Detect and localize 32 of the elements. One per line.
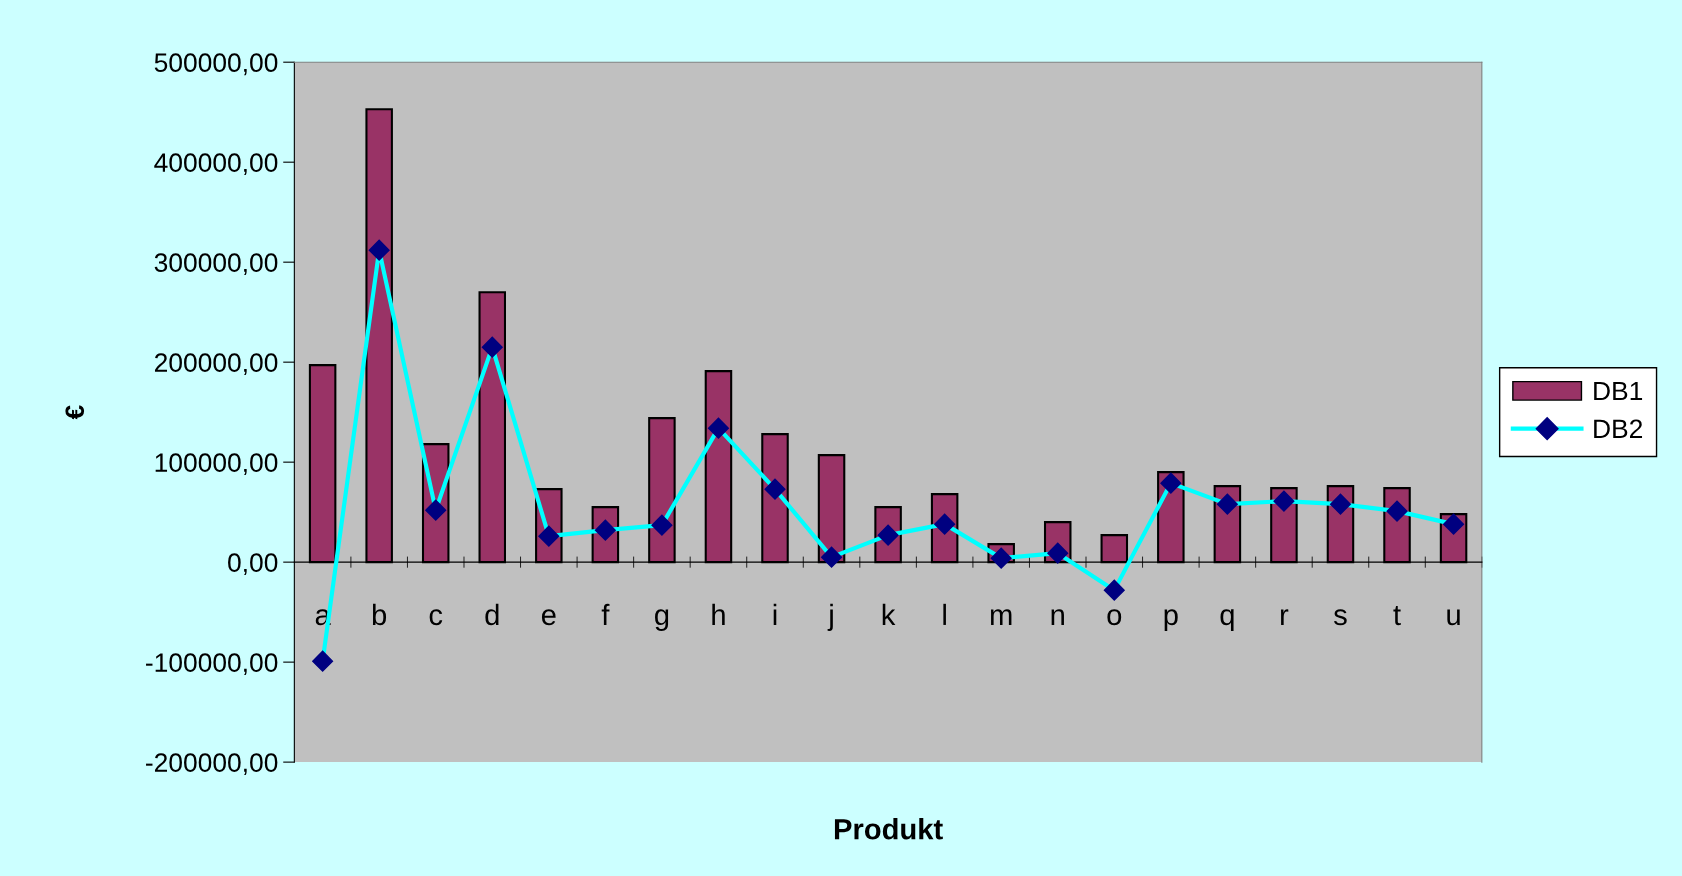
- x-tick-label: n: [1051, 609, 1064, 625]
- x-tick-label: m: [990, 609, 1012, 625]
- x-tick-label: j: [827, 603, 833, 631]
- x-tick-label: b: [372, 603, 387, 626]
- x-tick-label: s: [1333, 609, 1347, 626]
- x-tick-label: u: [1447, 609, 1460, 626]
- x-tick-label: f: [601, 603, 610, 625]
- y-tick-label: 200000,00: [154, 353, 278, 376]
- x-tick-label: t: [1393, 606, 1401, 626]
- x-tick-label: l: [943, 603, 946, 625]
- x-tick-label: q: [1220, 609, 1234, 631]
- y-tick-label: -200000,00: [146, 753, 278, 776]
- y-tick-label: 300000,00: [154, 253, 278, 276]
- x-tick-label: g: [655, 609, 669, 631]
- x-tick-label: o: [1107, 609, 1122, 626]
- x-tick-label: i: [773, 603, 777, 625]
- y-tick-label: 0,00: [228, 553, 278, 576]
- x-tick-label: h: [712, 603, 725, 625]
- legend-label: DB1: [1594, 381, 1643, 401]
- x-tick-label: k: [882, 603, 896, 625]
- x-tick-label: e: [541, 609, 556, 626]
- y-tick-label: 100000,00: [155, 453, 278, 476]
- y-axis-title: €: [65, 405, 85, 420]
- x-tick-label: d: [485, 603, 499, 626]
- x-axis-title: Produkt: [834, 818, 943, 840]
- legend-label: DB2: [1594, 419, 1643, 438]
- y-tick-label: 500000,00: [154, 53, 278, 76]
- y-tick-label: -100000,00: [146, 653, 278, 676]
- x-tick-label: p: [1164, 609, 1178, 631]
- x-tick-label: r: [1281, 609, 1289, 625]
- y-tick-label: 400000,00: [154, 153, 278, 176]
- x-tick-label: c: [429, 609, 443, 626]
